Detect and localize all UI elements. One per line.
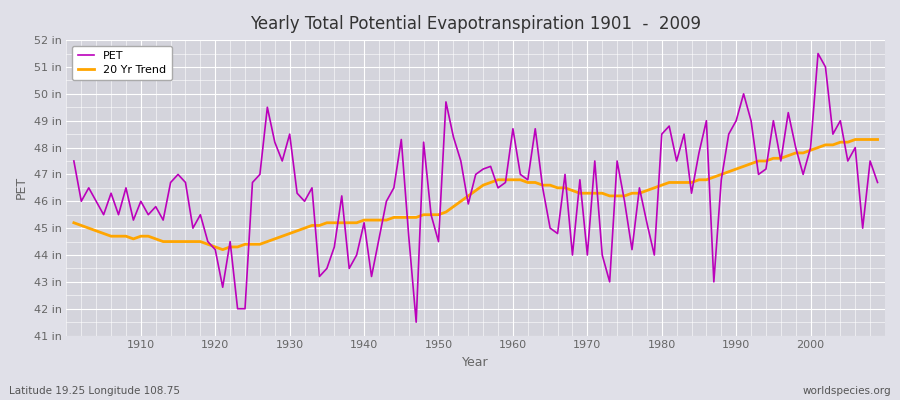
PET bbox=[292, 191, 302, 196]
PET bbox=[813, 51, 824, 56]
Y-axis label: PET: PET bbox=[15, 176, 28, 200]
20 Yr Trend bbox=[850, 137, 860, 142]
20 Yr Trend bbox=[872, 137, 883, 142]
Line: 20 Yr Trend: 20 Yr Trend bbox=[74, 140, 878, 250]
PET bbox=[515, 172, 526, 177]
20 Yr Trend bbox=[299, 226, 310, 230]
20 Yr Trend bbox=[68, 220, 79, 225]
Line: PET: PET bbox=[74, 54, 878, 322]
PET bbox=[604, 280, 615, 284]
PET bbox=[410, 320, 421, 324]
Legend: PET, 20 Yr Trend: PET, 20 Yr Trend bbox=[72, 46, 172, 80]
20 Yr Trend bbox=[604, 194, 615, 198]
Title: Yearly Total Potential Evapotranspiration 1901  -  2009: Yearly Total Potential Evapotranspiratio… bbox=[250, 15, 701, 33]
Text: Latitude 19.25 Longitude 108.75: Latitude 19.25 Longitude 108.75 bbox=[9, 386, 180, 396]
PET bbox=[508, 126, 518, 131]
20 Yr Trend bbox=[344, 220, 355, 225]
PET bbox=[68, 158, 79, 163]
PET bbox=[128, 218, 139, 222]
X-axis label: Year: Year bbox=[463, 356, 489, 369]
PET bbox=[872, 180, 883, 185]
PET bbox=[337, 194, 347, 198]
20 Yr Trend bbox=[217, 247, 228, 252]
20 Yr Trend bbox=[515, 177, 526, 182]
Text: worldspecies.org: worldspecies.org bbox=[803, 386, 891, 396]
20 Yr Trend bbox=[128, 236, 139, 241]
20 Yr Trend bbox=[508, 177, 518, 182]
